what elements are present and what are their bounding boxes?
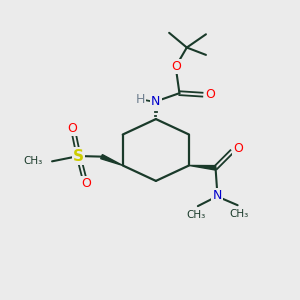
Polygon shape: [189, 166, 216, 170]
Text: CH₃: CH₃: [230, 209, 249, 219]
Text: CH₃: CH₃: [187, 210, 206, 220]
Text: O: O: [68, 122, 78, 135]
Text: O: O: [81, 177, 91, 190]
Text: S: S: [73, 148, 84, 164]
Polygon shape: [101, 154, 123, 166]
Text: N: N: [151, 95, 160, 108]
Text: CH₃: CH₃: [23, 156, 43, 166]
Text: N: N: [212, 189, 222, 202]
Text: O: O: [172, 60, 182, 73]
Text: O: O: [205, 88, 215, 101]
Text: H: H: [136, 93, 145, 106]
Text: O: O: [233, 142, 243, 155]
